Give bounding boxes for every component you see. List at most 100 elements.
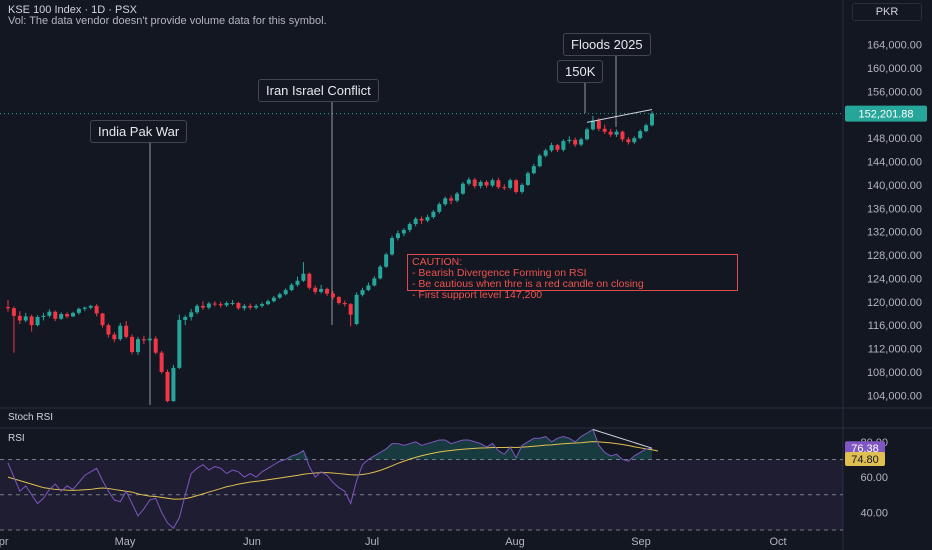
candle-body [449, 198, 454, 201]
currency-badge[interactable]: PKR [852, 3, 922, 21]
caution-title: CAUTION: [412, 256, 463, 268]
candle-body [295, 280, 300, 285]
candle-body [437, 204, 442, 212]
candle-body [443, 198, 448, 205]
candle-body [159, 352, 164, 372]
candle-body [195, 305, 200, 313]
candle-body [644, 125, 649, 132]
candle-body [248, 305, 253, 308]
candle-body [271, 297, 276, 302]
candle-body [124, 325, 129, 337]
candle-body [265, 301, 270, 305]
price-tick-label: 148,000.00 [867, 133, 922, 145]
candle-body [6, 307, 10, 309]
price-tick-label: 108,000.00 [867, 367, 922, 379]
time-axis-label: Jun [243, 536, 261, 548]
rsi-line [7, 428, 653, 530]
candle-body [307, 273, 312, 288]
candle-body [65, 314, 70, 317]
candle-body [614, 131, 619, 135]
candle-body [360, 290, 365, 295]
candle-body [183, 316, 188, 320]
candle-body [325, 288, 330, 294]
candle-body [508, 180, 513, 188]
candle-body [585, 129, 590, 140]
stoch-rsi-label[interactable]: Stoch RSI [8, 412, 54, 423]
rsi-ma-value-label: 74.80 [851, 454, 879, 466]
price-tick-label: 156,000.00 [867, 86, 922, 98]
candle-body [112, 334, 117, 340]
rsi-value-badge [845, 441, 885, 456]
price-tick-label: 124,000.00 [867, 273, 922, 285]
candle-body [319, 288, 324, 292]
candle-body [47, 311, 52, 316]
candle-body [460, 183, 465, 194]
candle-body [490, 180, 495, 186]
candle-body [29, 316, 34, 326]
candle-body [224, 302, 229, 306]
rsi-tick-label: 40.00 [860, 507, 888, 519]
caution-line-1: - Bearish Divergence Forming on RSI [412, 267, 587, 279]
candle-body [230, 302, 235, 304]
candle-body [70, 312, 75, 317]
price-tick-label: 112,000.00 [868, 344, 922, 356]
candle-body [431, 211, 436, 218]
candle-body [514, 180, 519, 192]
rsi-label[interactable]: RSI [8, 433, 25, 444]
candle-body [41, 315, 46, 317]
rsi-band-fill [0, 459, 843, 530]
candle-body [401, 229, 406, 234]
candle-body [277, 294, 282, 298]
candle-body [218, 304, 223, 306]
time-axis-label: May [115, 536, 136, 548]
candle-body [596, 120, 601, 129]
symbol-title[interactable]: KSE 100 Index · 1D · PSX [8, 4, 138, 16]
candle-body [555, 145, 560, 150]
price-trendline [586, 109, 653, 123]
price-tick-label: 160,000.00 [867, 63, 922, 75]
candle-body [549, 145, 554, 151]
candle-body [283, 290, 288, 295]
candle-body [336, 297, 341, 303]
candle-body [608, 131, 613, 135]
candle-body [76, 308, 81, 313]
candle-body [395, 233, 400, 239]
price-tick-label: 120,000.00 [867, 297, 922, 309]
time-axis-label: Aug [505, 536, 525, 548]
candle-body [620, 131, 625, 140]
candle-body [313, 287, 318, 292]
rsi-ma-value-badge [845, 451, 885, 466]
candle-body [543, 150, 548, 156]
candle-body [537, 155, 542, 167]
rsi-divergence-line [592, 428, 653, 449]
candle-body [390, 238, 395, 255]
candle-body [165, 371, 170, 402]
candle-body [354, 294, 359, 325]
candle-body [141, 339, 146, 341]
iran-israel-conflict-callout[interactable]: Iran Israel Conflict [258, 79, 379, 102]
floods-2025-callout[interactable]: Floods 2025 [563, 33, 651, 56]
price-tick-label: 104,000.00 [867, 390, 922, 402]
candle-body [212, 303, 217, 305]
candle-body [301, 273, 306, 281]
candle-body [378, 266, 383, 279]
time-axis-label: Apr [0, 536, 9, 548]
volume-note: Vol: The data vendor doesn't provide vol… [8, 15, 327, 27]
candle-body [94, 305, 99, 314]
caution-line-2: - Be cautious when thre is a red candle … [412, 278, 644, 290]
candle-body [35, 316, 40, 326]
india-pak-war-callout[interactable]: India Pak War [90, 120, 188, 143]
price-tick-label: 164,000.00 [867, 40, 922, 52]
candle-body [531, 166, 536, 174]
time-axis-label: Jul [365, 536, 379, 548]
candle-body [289, 284, 294, 291]
time-axis-label: Oct [769, 536, 786, 548]
price-tick-label: 144,000.00 [867, 157, 922, 169]
candle-body [135, 339, 140, 353]
price-tick-label: 132,000.00 [867, 227, 922, 239]
150k-callout[interactable]: 150K [557, 60, 604, 83]
caution-note[interactable]: CAUTION: - Bearish Divergence Forming on … [407, 254, 738, 301]
candle-body [88, 305, 93, 308]
